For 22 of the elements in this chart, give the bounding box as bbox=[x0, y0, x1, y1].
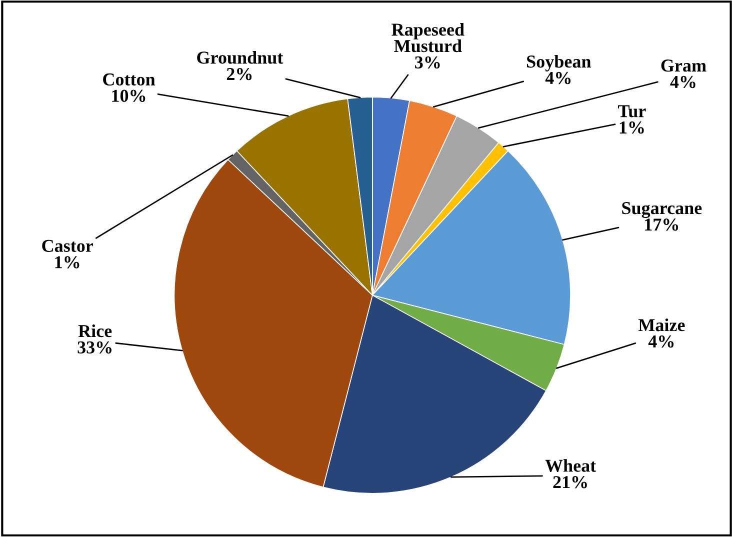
data-label: 1% bbox=[620, 121, 644, 134]
data-label: 4% bbox=[648, 335, 674, 348]
data-label: 21% bbox=[553, 476, 587, 488]
data-label: 33% bbox=[78, 341, 112, 354]
data-label: 4% bbox=[670, 76, 696, 88]
data-label: 10% bbox=[112, 90, 146, 102]
slice-label: Maize bbox=[638, 318, 685, 332]
slice-label: Groundnut bbox=[197, 51, 284, 64]
slice-label: Rapeseed Musturd bbox=[392, 23, 464, 52]
data-label: 3% bbox=[415, 56, 440, 69]
data-label: 4% bbox=[545, 72, 571, 84]
slice-label: Gram bbox=[661, 60, 706, 72]
slice-label: Rice bbox=[78, 324, 112, 338]
slice-label: Cotton bbox=[103, 73, 156, 86]
slice-label: Wheat bbox=[545, 459, 596, 472]
slice-label: Tur bbox=[618, 105, 646, 118]
slice-label: Soybean bbox=[527, 54, 592, 72]
data-label: 17% bbox=[645, 218, 678, 231]
data-label: 1% bbox=[55, 256, 80, 268]
data-label: 2% bbox=[226, 68, 252, 80]
slice-label: Sugarcane bbox=[622, 202, 702, 218]
slice-label: Castor bbox=[42, 240, 94, 252]
